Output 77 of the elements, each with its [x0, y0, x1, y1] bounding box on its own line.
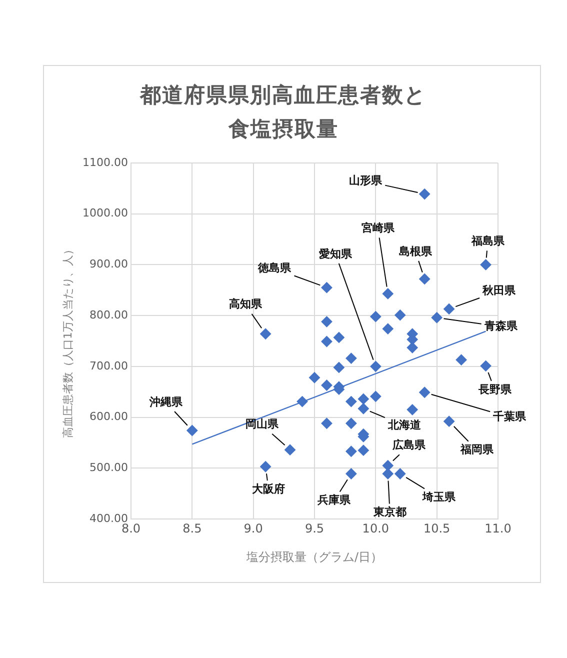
point: [358, 403, 369, 414]
point: [406, 342, 418, 354]
y-tick-label: 800.00: [90, 308, 128, 322]
point: [358, 444, 369, 456]
point: [419, 273, 430, 284]
point: [321, 316, 332, 328]
point: [406, 404, 418, 416]
point: [260, 328, 272, 340]
x-axis-title: 塩分摂取量（グラム/日）: [245, 550, 383, 564]
point: [333, 362, 344, 373]
point: [444, 303, 455, 314]
point: [346, 418, 357, 429]
point: [370, 390, 382, 402]
point: [382, 323, 394, 334]
annotation: 兵庫県: [316, 494, 352, 507]
point: [186, 425, 198, 436]
point: [309, 372, 320, 384]
annotation: 沖縄県: [148, 395, 184, 408]
annotation: 大阪府: [252, 482, 286, 496]
annotation: 北海道: [386, 418, 422, 432]
point: [444, 416, 455, 427]
annotation: 千葉県: [492, 410, 528, 424]
point: [321, 380, 332, 391]
point: [431, 312, 442, 324]
y-tick-label: 1100.00: [82, 156, 128, 169]
annotation: 長野県: [477, 382, 512, 396]
y-tick-label: 1000.00: [82, 206, 128, 220]
point: [260, 461, 272, 472]
point: [419, 386, 430, 398]
annotation: 岡山県: [246, 418, 280, 431]
annotation: 福岡県: [460, 443, 495, 456]
point: [346, 446, 357, 457]
point: [284, 444, 296, 456]
annotation: 埼玉県: [422, 490, 457, 504]
annotation: 山形県: [349, 174, 384, 187]
point: [382, 468, 394, 480]
annotation: 広島県: [391, 438, 426, 452]
point: [321, 282, 332, 294]
point: [370, 311, 382, 322]
point: [296, 396, 308, 408]
y-tick-label: 900.00: [90, 258, 128, 271]
y-tick-label: 500.00: [90, 461, 128, 474]
point: [480, 259, 492, 270]
x-tick-label: 8.5: [182, 521, 202, 536]
y-tick-label: 600.00: [90, 410, 128, 424]
annotation: 島根県: [399, 244, 434, 258]
x-tick-label: 10.0: [362, 521, 390, 536]
annotation: 秋田県: [482, 284, 517, 297]
y-tick-label: 700.00: [90, 359, 128, 372]
annotation: 青森県: [483, 319, 518, 332]
x-tick-label: 11.0: [484, 521, 512, 536]
point: [346, 396, 357, 408]
point: [321, 336, 332, 348]
point: [321, 418, 332, 429]
point: [456, 354, 467, 366]
point: [419, 188, 430, 200]
point: [394, 310, 406, 321]
x-tick-label: 10.5: [423, 521, 450, 536]
y-axis-title: 高血圧患者数（人口1万人当たり、人）: [61, 244, 74, 438]
chart-title: 都道府県県別高血圧患者数と食塩摂取量: [138, 82, 428, 143]
annotation: 福島県: [470, 234, 506, 248]
point: [480, 360, 492, 372]
point: [394, 468, 406, 480]
point: [358, 393, 369, 404]
annotation: 東京都: [372, 506, 406, 519]
point: [346, 468, 357, 480]
annotation: 愛知県: [319, 247, 354, 260]
point: [333, 332, 344, 343]
point: [346, 352, 357, 364]
annotation: 宮崎県: [361, 222, 396, 235]
annotation: 高知県: [229, 298, 264, 311]
point: [370, 360, 382, 372]
point: [382, 460, 394, 472]
x-tick-label: 9.0: [244, 521, 263, 536]
x-tick-label: 9.5: [304, 521, 324, 536]
annotation: 徳島県: [257, 261, 292, 274]
point: [382, 288, 394, 300]
